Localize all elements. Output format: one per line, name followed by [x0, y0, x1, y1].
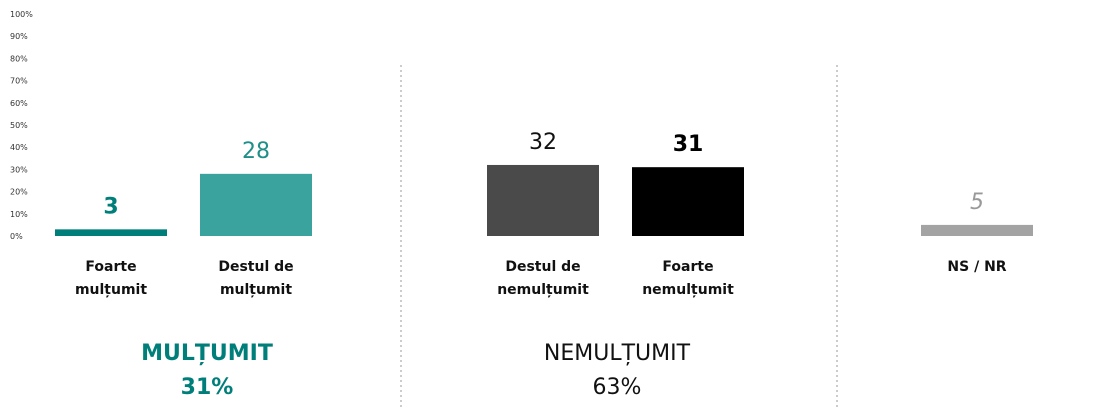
bar	[55, 229, 167, 236]
y-tick-label: 80%	[10, 54, 28, 63]
bar	[632, 167, 744, 236]
category-label: Destul de mulțumit	[218, 259, 294, 298]
value-label: 32	[529, 130, 557, 155]
group-total: 63%	[592, 375, 642, 400]
y-tick-label: 60%	[10, 99, 28, 108]
y-tick-label: 100%	[10, 10, 33, 19]
value-label: 28	[242, 139, 270, 164]
bar	[487, 164, 599, 236]
y-tick-label: 10%	[10, 210, 28, 219]
y-tick-label: 70%	[10, 77, 28, 86]
value-label: 31	[673, 132, 704, 157]
value-label: 3	[103, 194, 118, 219]
y-tick-label: 90%	[10, 32, 28, 41]
y-tick-label: 20%	[10, 188, 28, 197]
group-name: NEMULȚUMIT	[543, 341, 691, 366]
group-total: 31%	[180, 375, 234, 400]
category-label: Destul de nemulțumit	[497, 259, 589, 298]
y-tick-label: 50%	[10, 121, 28, 130]
y-tick-label: 30%	[10, 165, 28, 174]
category-label: Foarte nemulțumit	[642, 259, 734, 298]
y-tick-label: 40%	[10, 143, 28, 152]
bar	[200, 173, 312, 236]
value-label: 5	[970, 190, 984, 215]
category-label: Foarte mulțumit	[74, 259, 148, 298]
bar	[921, 224, 1033, 236]
category-label: NS / NR	[947, 259, 1007, 275]
y-tick-label: 0%	[10, 232, 23, 241]
group-name: MULȚUMIT	[141, 341, 273, 366]
